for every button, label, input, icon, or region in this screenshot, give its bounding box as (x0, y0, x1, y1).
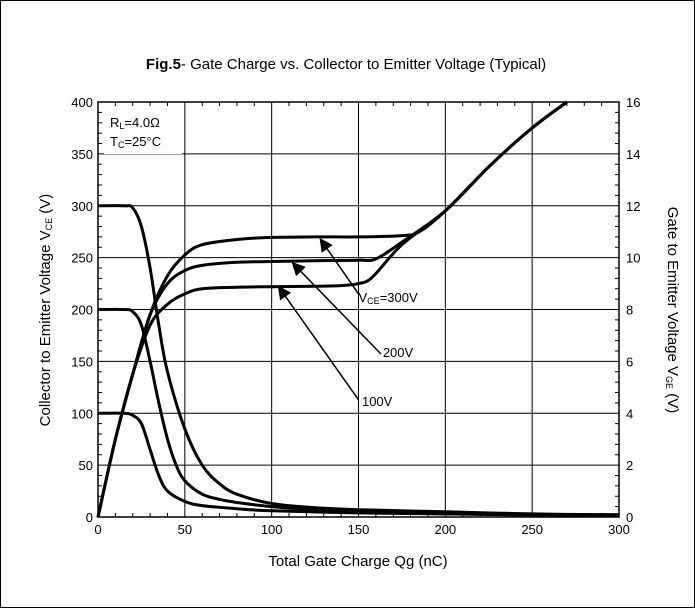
y-tick-label: 50 (79, 458, 93, 473)
annotation-arrow (277, 285, 360, 401)
y2-tick-label: 10 (626, 251, 640, 266)
series-vce-100 (97, 411, 620, 517)
x-tick-label: 150 (348, 522, 370, 537)
title-bold: Fig.5 (146, 56, 181, 73)
y-tick-label: 100 (71, 406, 93, 421)
y-tick-label: 200 (71, 303, 93, 318)
x-tick-label: 100 (261, 522, 283, 537)
annotation-arrow (291, 261, 382, 355)
x-tick-labels: 0 50 100 150 200 250 300 (94, 522, 629, 537)
y-tick-label: 350 (71, 147, 93, 162)
y2-tick-label: 16 (626, 95, 640, 110)
y2-tick-label: 12 (626, 199, 640, 214)
annotation-label-100v: 100V (362, 394, 393, 409)
y2-tick-label: 2 (626, 458, 633, 473)
chart-title: Fig.5- Gate Charge vs. Collector to Emit… (146, 56, 546, 73)
x-tick-label: 200 (434, 522, 456, 537)
condition-rl: RL=4.0Ω (110, 115, 160, 131)
x-axis-title: Total Gate Charge Qg (nC) (268, 553, 447, 570)
y2-tick-labels: 0 2 4 6 8 10 12 14 16 (626, 95, 640, 525)
y2-tick-label: 6 (626, 354, 633, 369)
y2-tick-label: 4 (626, 406, 633, 421)
y-tick-label: 400 (71, 95, 93, 110)
series-vce-300 (97, 204, 620, 517)
y-tick-label: 300 (71, 199, 93, 214)
annotation-label-300v: VCE=300V (359, 290, 418, 306)
x-tick-label: 0 (94, 522, 101, 537)
y2-tick-label: 14 (626, 147, 640, 162)
y2-tick-label: 0 (626, 510, 633, 525)
x-tick-label: 250 (521, 522, 543, 537)
y-tick-label: 250 (71, 251, 93, 266)
annotation-label-200v: 200V (383, 345, 414, 360)
y-tick-label: 150 (71, 354, 93, 369)
condition-tc: TC=25°C (110, 134, 161, 150)
y-axis-title: Collector to Emitter Voltage VCE (V) (37, 194, 54, 427)
conditions-box (104, 110, 182, 154)
y-tick-labels: 0 50 100 150 200 250 300 350 400 (71, 95, 93, 525)
x-tick-label: 50 (178, 522, 192, 537)
grid (98, 102, 619, 517)
annotations: VCE=300V 200V 100V (277, 237, 418, 409)
y-tick-label: 0 (86, 510, 93, 525)
y2-tick-label: 8 (626, 303, 633, 318)
x-tick-label: 300 (608, 522, 630, 537)
series-lines (96, 100, 620, 518)
title-rest: - Gate Charge vs. Collector to Emitter V… (181, 56, 546, 73)
y2-axis-title: Gate to Emitter Voltage VGE (V) (664, 207, 681, 413)
annotation-arrow (319, 237, 360, 295)
